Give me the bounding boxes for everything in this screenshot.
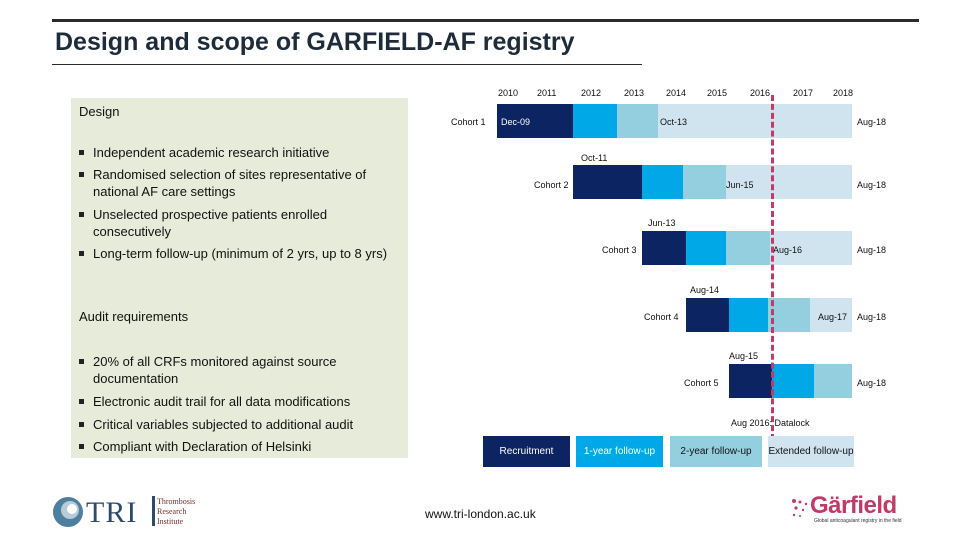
cohort-4-end-label: Aug-18 [857, 312, 887, 322]
cohort-1-fu2-bar [617, 104, 658, 138]
design-bullet-1: Independent academic research initiative [79, 144, 393, 161]
cohort-3-start-label: Jun-13 [648, 218, 676, 228]
cohort-3-fu2-bar [726, 231, 770, 265]
year-label: 2011 [537, 88, 557, 98]
cohort-4-mid-label: Aug-17 [818, 312, 848, 322]
legend-2-year-follow-up: 2-year follow-up [670, 436, 762, 467]
design-heading: Design [79, 104, 120, 119]
year-label: 2012 [581, 88, 602, 98]
bullet-square-icon [79, 150, 84, 155]
bullet-square-icon [79, 172, 84, 177]
year-label: 2018 [833, 88, 854, 98]
cohort-5-label: Cohort 5 [684, 378, 719, 388]
tri-divider [152, 496, 155, 526]
cohort-3-end-label: Aug-18 [857, 245, 887, 255]
design-panel [71, 98, 408, 458]
cohort-2-end-label: Aug-18 [857, 180, 887, 190]
legend-recruitment: Recruitment [483, 436, 570, 467]
design-bullet-3: Unselected prospective patients enrolled… [79, 206, 393, 240]
page-title: Design and scope of GARFIELD-AF registry [55, 28, 575, 56]
title-underline [52, 64, 642, 65]
tri-line-3: Institute [157, 517, 184, 526]
cohort-1-label: Cohort 1 [451, 117, 486, 127]
year-label: 2017 [793, 88, 814, 98]
cohort-4-fu2-bar [768, 298, 810, 332]
cohort-2-extended-bar [726, 165, 852, 199]
year-label: 2016 [750, 88, 771, 98]
cohort-5-end-label: Aug-18 [857, 378, 887, 388]
datalock-line [771, 95, 774, 440]
audit-bullet-2: Electronic audit trail for all data modi… [79, 393, 393, 410]
legend-1-year-follow-up: 1-year follow-up [576, 436, 663, 467]
year-label: 2014 [666, 88, 687, 98]
design-bullet-2: Randomised selection of sites representa… [79, 166, 393, 200]
cohort-1-fu1-bar [573, 104, 617, 138]
cohort-2-recruitment-bar [573, 165, 642, 199]
bullet-square-icon [79, 422, 84, 427]
audit-bullet-3: Critical variables subjected to addition… [79, 416, 393, 433]
cohort-2-start-label: Oct-11 [581, 153, 608, 163]
cohort-3-mid-label: Aug-16 [773, 245, 803, 255]
cohort-5-fu1-bar [772, 364, 814, 398]
top-rule [52, 19, 919, 22]
cohort-2-fu2-bar [683, 165, 726, 199]
cohort-1-recruitment-bar [497, 104, 573, 138]
audit-bullet-4: Compliant with Declaration of Helsinki [79, 438, 393, 455]
datalock-label: Aug 2016: Datalock [731, 418, 810, 428]
year-label: 2013 [624, 88, 645, 98]
year-label: 2015 [707, 88, 728, 98]
tri-line-1: Thrombosis [157, 497, 196, 506]
year-label: 2010 [498, 88, 519, 98]
cohort-2-mid-label: Jun-15 [726, 180, 754, 190]
cohort-5-start-label: Aug-15 [729, 351, 759, 361]
garfield-wordmark: Gärfield [810, 492, 897, 519]
design-bullet-4: Long-term follow-up (minimum of 2 yrs, u… [79, 245, 393, 262]
cohort-1-mid-label: Oct-13 [660, 117, 688, 127]
garfield-tagline: Global anticoagulant registry in the fie… [814, 518, 902, 524]
cohort-5-recruitment-bar [729, 364, 772, 398]
audit-heading: Audit requirements [79, 309, 189, 324]
cohort-3-label: Cohort 3 [602, 245, 637, 255]
cohort-4-recruitment-bar [686, 298, 729, 332]
bullet-square-icon [79, 251, 84, 256]
cohort-1-end-label: Aug-18 [857, 117, 887, 127]
bullet-square-icon [79, 444, 84, 449]
audit-bullet-1: 20% of all CRFs monitored against source… [79, 353, 393, 387]
garfield-logo: Gärfield Global anticoagulant registry i… [790, 492, 920, 528]
legend-extended-follow-up: Extended follow-up [768, 436, 854, 467]
cohort-2-label: Cohort 2 [534, 180, 569, 190]
tri-logo: TRI Thrombosis Research Institute [50, 494, 210, 530]
cohort-1-extended-bar [658, 104, 852, 138]
cohort-5-fu2-bar [814, 364, 852, 398]
tri-initials: TRI [86, 496, 138, 529]
cohort-3-fu1-bar [686, 231, 726, 265]
bullet-square-icon [79, 212, 84, 217]
cohort-1-start-label: Dec-09 [501, 117, 531, 127]
bullet-square-icon [79, 359, 84, 364]
cohort-3-extended-bar [770, 231, 852, 265]
cohort-4-label: Cohort 4 [644, 312, 679, 322]
cohort-4-start-label: Aug-14 [690, 285, 720, 295]
cohort-2-fu1-bar [642, 165, 683, 199]
garfield-dots-icon [792, 499, 808, 517]
cohort-4-extended-bar [810, 298, 852, 332]
cohort-3-recruitment-bar [642, 231, 686, 265]
tri-line-2: Research [157, 507, 187, 516]
footer-url[interactable]: www.tri-london.ac.uk [425, 507, 536, 521]
bullet-square-icon [79, 399, 84, 404]
tri-globe-icon [53, 497, 83, 527]
cohort-4-fu1-bar [729, 298, 768, 332]
